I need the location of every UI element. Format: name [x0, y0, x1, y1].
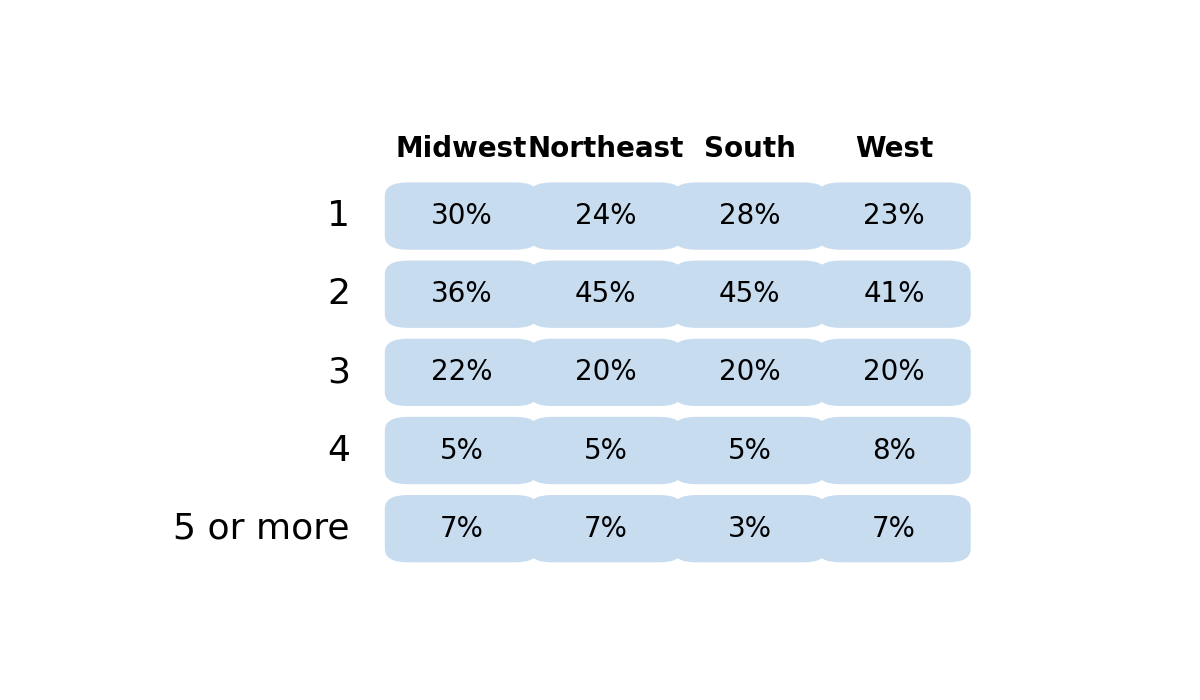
Text: 5%: 5%	[583, 437, 628, 465]
FancyBboxPatch shape	[385, 495, 539, 562]
FancyBboxPatch shape	[529, 495, 683, 562]
Text: 45%: 45%	[575, 280, 636, 308]
FancyBboxPatch shape	[817, 183, 971, 250]
Text: 20%: 20%	[863, 358, 925, 386]
Text: 5%: 5%	[439, 437, 484, 465]
FancyBboxPatch shape	[385, 339, 539, 406]
Text: 30%: 30%	[431, 202, 492, 230]
Text: 28%: 28%	[719, 202, 781, 230]
Text: 5 or more: 5 or more	[174, 512, 350, 546]
Text: 7%: 7%	[872, 514, 916, 542]
FancyBboxPatch shape	[673, 183, 827, 250]
Text: South: South	[704, 134, 796, 162]
Text: 23%: 23%	[863, 202, 925, 230]
Text: 7%: 7%	[583, 514, 628, 542]
FancyBboxPatch shape	[529, 260, 683, 328]
Text: 3%: 3%	[728, 514, 772, 542]
Text: 20%: 20%	[719, 358, 781, 386]
Text: 20%: 20%	[575, 358, 636, 386]
Text: 5%: 5%	[728, 437, 772, 465]
Text: 24%: 24%	[575, 202, 636, 230]
FancyBboxPatch shape	[529, 339, 683, 406]
FancyBboxPatch shape	[529, 183, 683, 250]
Text: Midwest: Midwest	[396, 134, 527, 162]
Text: 22%: 22%	[431, 358, 492, 386]
Text: 8%: 8%	[872, 437, 916, 465]
FancyBboxPatch shape	[817, 260, 971, 328]
Text: 45%: 45%	[719, 280, 781, 308]
FancyBboxPatch shape	[817, 416, 971, 484]
Text: 1: 1	[326, 199, 350, 233]
FancyBboxPatch shape	[385, 260, 539, 328]
Text: Northeast: Northeast	[528, 134, 684, 162]
FancyBboxPatch shape	[817, 495, 971, 562]
Text: West: West	[854, 134, 934, 162]
Text: 36%: 36%	[431, 280, 492, 308]
Text: 2: 2	[326, 277, 350, 312]
Text: 7%: 7%	[439, 514, 484, 542]
FancyBboxPatch shape	[673, 339, 827, 406]
Text: 41%: 41%	[863, 280, 925, 308]
FancyBboxPatch shape	[673, 495, 827, 562]
FancyBboxPatch shape	[673, 416, 827, 484]
FancyBboxPatch shape	[673, 260, 827, 328]
Text: 3: 3	[326, 356, 350, 389]
FancyBboxPatch shape	[385, 183, 539, 250]
FancyBboxPatch shape	[529, 416, 683, 484]
Text: 4: 4	[326, 433, 350, 468]
FancyBboxPatch shape	[817, 339, 971, 406]
FancyBboxPatch shape	[385, 416, 539, 484]
